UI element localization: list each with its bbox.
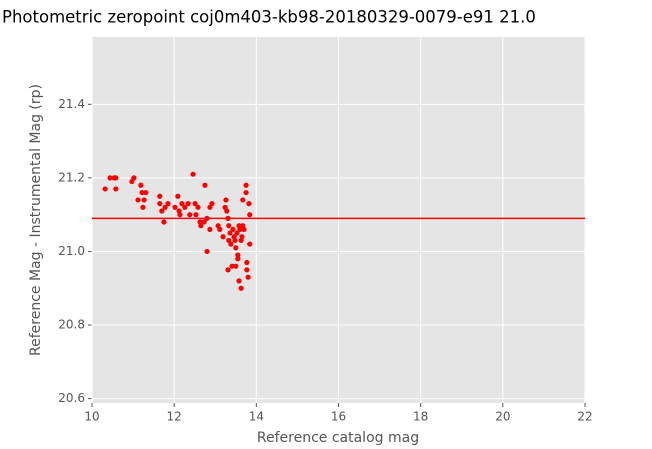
x-tick-label: 16 <box>331 410 346 424</box>
point <box>209 201 215 207</box>
point <box>201 219 207 225</box>
point <box>139 189 145 196</box>
chart-title: Photometric zeropoint coj0m403-kb98-2018… <box>2 8 536 27</box>
x-tick-label: 12 <box>167 410 182 424</box>
point <box>179 201 185 207</box>
y-tick-label: 20.6 <box>58 391 85 405</box>
x-tick-label: 14 <box>249 410 264 424</box>
point <box>172 204 178 210</box>
y-tick-label: 21.4 <box>58 97 85 111</box>
point <box>241 226 247 232</box>
point <box>143 189 149 196</box>
point <box>207 226 213 232</box>
point <box>220 234 226 240</box>
point <box>246 201 252 207</box>
x-axis-label: Reference catalog mag <box>257 430 419 446</box>
point <box>107 175 113 181</box>
point <box>113 175 119 181</box>
point <box>193 212 199 218</box>
point <box>235 256 241 262</box>
point <box>140 204 146 210</box>
point <box>230 226 236 232</box>
point <box>228 241 234 247</box>
point <box>233 245 239 251</box>
y-tick-label: 21.2 <box>58 170 85 184</box>
point <box>243 189 249 196</box>
point <box>238 285 244 291</box>
point <box>175 193 181 199</box>
x-tick-label: 18 <box>413 410 428 424</box>
point <box>135 197 141 203</box>
point <box>177 212 183 218</box>
point <box>198 223 204 229</box>
point <box>102 186 108 192</box>
point <box>229 263 235 269</box>
point <box>161 219 167 225</box>
point <box>235 252 241 258</box>
y-tick-label: 21.0 <box>58 244 85 258</box>
point <box>226 223 232 229</box>
point <box>223 197 229 203</box>
y-tick-label: 20.8 <box>58 318 85 332</box>
x-tick-label: 20 <box>495 410 510 424</box>
point <box>234 230 240 236</box>
point <box>244 259 250 266</box>
point <box>162 204 168 210</box>
point <box>217 226 223 232</box>
point <box>233 263 239 269</box>
point <box>245 274 251 280</box>
point <box>138 182 144 188</box>
point <box>247 241 253 247</box>
point <box>192 201 198 207</box>
point <box>195 204 201 210</box>
point <box>237 226 243 232</box>
point <box>187 212 193 218</box>
x-tick-label: 22 <box>577 410 592 424</box>
x-tick-label: 10 <box>84 410 99 424</box>
point <box>204 248 210 255</box>
point <box>141 197 147 203</box>
point <box>244 267 250 273</box>
point <box>182 204 188 210</box>
point <box>165 201 171 207</box>
point <box>157 201 163 207</box>
point <box>239 234 245 240</box>
point <box>232 237 238 244</box>
y-axis-label: Reference Mag - Instrumental Mag (rp) <box>28 84 44 356</box>
point <box>225 267 231 273</box>
point <box>202 182 208 188</box>
point <box>240 197 246 203</box>
point <box>131 175 137 181</box>
point <box>157 193 163 199</box>
point <box>224 208 230 214</box>
point <box>159 208 165 214</box>
point <box>243 182 249 188</box>
point <box>236 278 242 284</box>
point <box>113 186 119 192</box>
point <box>190 171 196 177</box>
point <box>185 201 191 207</box>
point <box>247 212 253 218</box>
point <box>227 230 233 236</box>
